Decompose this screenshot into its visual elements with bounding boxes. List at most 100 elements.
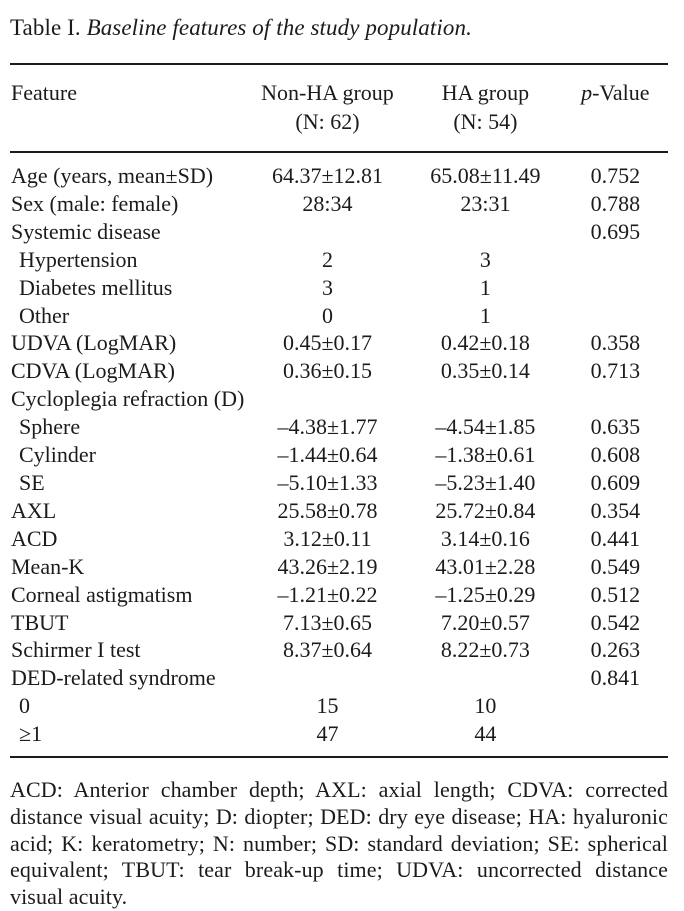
- feature-cell: Systemic disease: [11, 218, 161, 244]
- table-row: Age (years, mean±SD) 64.37±12.81 65.08±11.…: [10, 152, 668, 190]
- table-row: Mean-K 43.26±2.19 43.01±2.28 0.549: [10, 553, 668, 581]
- non-ha-value-cell: 3: [321, 274, 333, 300]
- ha-column-header: HA group (N: 54): [408, 64, 563, 153]
- p-value-cell: [563, 385, 668, 413]
- table-row: Other 0 1: [10, 302, 668, 330]
- p-value-cell: 0.512: [590, 581, 641, 607]
- non-ha-header-line1: Non-HA group: [261, 80, 394, 105]
- p-value-cell: 0.441: [590, 525, 641, 551]
- ha-value-cell: 0.42±0.18: [440, 330, 530, 356]
- p-value-column-header: p-Value: [562, 64, 668, 153]
- header-row: Feature Non-HA group (N: 62) HA group (N: …: [10, 64, 668, 153]
- non-ha-column-header: Non-HA group (N: 62): [246, 64, 409, 153]
- p-value-header-italic-p: p: [581, 80, 593, 105]
- table-row: 0 15 10: [10, 692, 668, 720]
- ha-value-cell: –5.23±1.40: [435, 469, 536, 495]
- ha-value-cell: 44: [474, 721, 497, 747]
- p-value-cell: [563, 302, 668, 330]
- p-value-cell: 0.695: [590, 218, 641, 244]
- ha-value-cell: 7.20±0.57: [440, 609, 530, 635]
- p-value-cell: 0.635: [590, 414, 641, 440]
- table-row: CDVA (LogMAR) 0.36±0.15 0.35±0.14 0.713: [10, 357, 668, 385]
- ha-value-cell: 25.72±0.84: [435, 497, 536, 523]
- feature-cell: ≥1: [19, 721, 43, 747]
- feature-cell: Mean-K: [11, 553, 85, 579]
- feature-cell: DED-related syndrome: [11, 665, 216, 691]
- feature-cell: Other: [19, 302, 70, 328]
- table-title-prefix: Table I.: [10, 15, 87, 40]
- table-row: SE –5.10±1.33 –5.23±1.40 0.609: [10, 469, 668, 497]
- ha-value-cell: –1.38±0.61: [435, 442, 536, 468]
- non-ha-value-cell: 0.36±0.15: [282, 358, 373, 384]
- p-value-cell: [563, 246, 668, 274]
- feature-cell: AXL: [11, 497, 57, 523]
- table-row: Diabetes mellitus 3 1: [10, 274, 668, 302]
- ha-value-cell: 1: [479, 274, 491, 300]
- table-header: Feature Non-HA group (N: 62) HA group (N: …: [10, 64, 668, 153]
- table-row: Sex (male: female) 28:34 23:31 0.788: [10, 190, 668, 218]
- p-value-cell: 0.549: [590, 553, 641, 579]
- ha-value-cell: 8.22±0.73: [440, 637, 530, 663]
- feature-cell: Age (years, mean±SD): [11, 163, 214, 188]
- ha-value-cell: 3: [479, 246, 491, 272]
- ha-header-line1: HA group: [441, 80, 530, 105]
- non-ha-value-cell: 15: [316, 693, 339, 719]
- p-value-cell: [563, 720, 668, 757]
- feature-cell: ACD: [11, 525, 58, 551]
- feature-cell: Sphere: [19, 414, 81, 440]
- non-ha-value-cell: –5.10±1.33: [277, 469, 378, 495]
- p-value-cell: 0.608: [590, 442, 641, 468]
- feature-cell: Hypertension: [19, 246, 138, 272]
- p-value-cell: 0.609: [590, 469, 641, 495]
- ha-value-cell: 65.08±11.49: [430, 163, 541, 188]
- feature-cell: Corneal astigmatism: [11, 581, 193, 607]
- p-value-cell: [563, 692, 668, 720]
- ha-header-line2: (N: 54): [453, 109, 518, 134]
- feature-cell: CDVA (LogMAR): [11, 358, 176, 384]
- ha-value-cell: –1.25±0.29: [435, 581, 536, 607]
- ha-value-cell: 1: [479, 302, 491, 328]
- p-value-cell: 0.358: [590, 330, 641, 356]
- table-row: Corneal astigmatism –1.21±0.22 –1.25±0.29 0…: [10, 581, 668, 609]
- non-ha-value-cell: 2: [321, 246, 333, 272]
- p-value-cell: 0.263: [590, 637, 641, 663]
- ha-value-cell: [408, 218, 563, 246]
- table-title-caption: Baseline features of the study populatio…: [86, 15, 472, 40]
- abbreviations-footnote: ACD: Anterior chamber depth; AXL: axial …: [10, 777, 668, 910]
- table-row: Schirmer I test 8.37±0.64 8.22±0.73 0.263: [10, 636, 668, 664]
- p-value-cell: 0.354: [590, 497, 641, 523]
- feature-cell: Schirmer I test: [11, 637, 141, 663]
- feature-cell: UDVA (LogMAR): [11, 330, 177, 356]
- non-ha-value-cell: 43.26±2.19: [277, 553, 378, 579]
- table-row: Cycloplegia refraction (D): [10, 385, 668, 413]
- non-ha-value-cell: 47: [316, 721, 339, 747]
- table-row: ACD 3.12±0.11 3.14±0.16 0.441: [10, 525, 668, 553]
- ha-value-cell: 23:31: [460, 190, 511, 216]
- non-ha-value-cell: –1.21±0.22: [277, 581, 378, 607]
- non-ha-value-cell: 7.13±0.65: [282, 609, 373, 635]
- table-row: Hypertension 2 3: [10, 246, 668, 274]
- ha-value-cell: 43.01±2.28: [435, 553, 536, 579]
- feature-cell: TBUT: [11, 609, 69, 635]
- ha-value-cell: –4.54±1.85: [435, 414, 536, 440]
- table-row: Systemic disease 0.695: [10, 218, 668, 246]
- p-value-cell: 0.841: [590, 665, 641, 691]
- table-row: Cylinder –1.44±0.64 –1.38±0.61 0.608: [10, 441, 668, 469]
- p-value-cell: 0.713: [590, 358, 641, 384]
- non-ha-value-cell: 64.37±12.81: [271, 163, 384, 188]
- table-row: UDVA (LogMAR) 0.45±0.17 0.42±0.18 0.358: [10, 329, 668, 357]
- non-ha-value-cell: [247, 664, 408, 692]
- feature-column-header: Feature: [10, 64, 247, 153]
- p-value-cell: 0.788: [590, 190, 641, 216]
- table-row: AXL 25.58±0.78 25.72±0.84 0.354: [10, 497, 668, 525]
- ha-value-cell: 10: [474, 693, 497, 719]
- non-ha-value-cell: 0.45±0.17: [282, 330, 373, 356]
- feature-cell: Cylinder: [19, 442, 96, 468]
- non-ha-value-cell: 8.37±0.64: [282, 637, 373, 663]
- baseline-features-table: Feature Non-HA group (N: 62) HA group (N: …: [10, 63, 668, 759]
- table-row: DED-related syndrome 0.841: [10, 664, 668, 692]
- non-ha-value-cell: 25.58±0.78: [277, 497, 378, 523]
- feature-cell: Cycloplegia refraction (D): [11, 386, 245, 412]
- non-ha-value-cell: –4.38±1.77: [277, 414, 378, 440]
